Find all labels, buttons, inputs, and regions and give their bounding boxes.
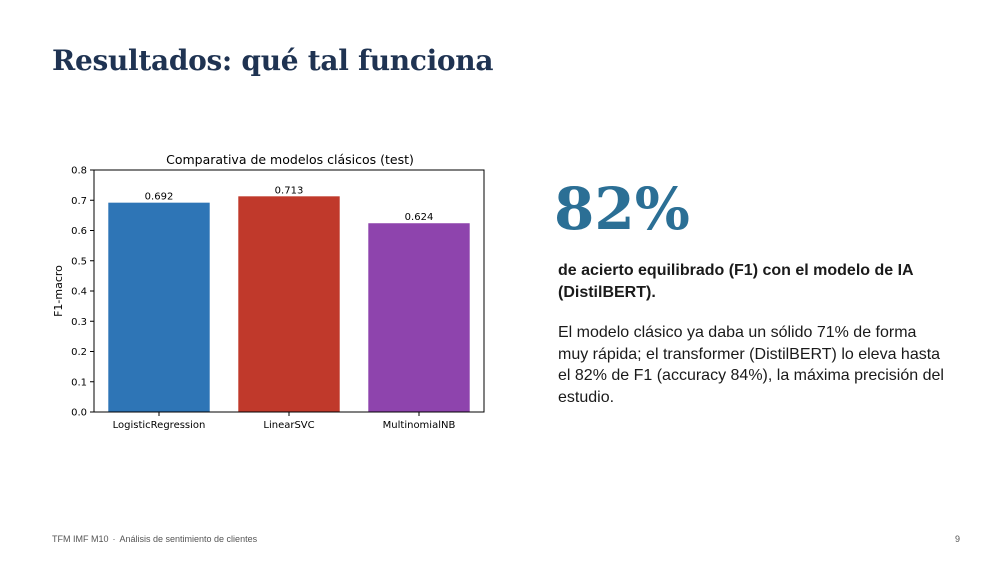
body-paragraph: El modelo clásico ya daba un sólido 71% … (558, 324, 944, 406)
footer-text: TFM IMF M10 · Análisis de sentimiento de c… (52, 534, 257, 544)
y-tick-label: 0.7 (71, 196, 87, 207)
bar-value-label: 0.692 (145, 192, 174, 203)
bar-linearsvc (238, 196, 340, 412)
x-tick-label: LinearSVC (263, 420, 314, 431)
y-axis-label: F1-macro (52, 265, 65, 317)
chart-title: Comparativa de modelos clásicos (test) (166, 152, 414, 167)
x-tick-label: LogisticRegression (113, 420, 206, 431)
x-tick-label: MultinomialNB (383, 420, 456, 431)
y-tick-label: 0.1 (71, 377, 87, 388)
footer-separator: · (112, 534, 116, 544)
bar-value-label: 0.624 (405, 212, 434, 223)
bars (108, 196, 470, 412)
plot-frame (93, 169, 485, 413)
y-axis-ticks: 0.0 0.1 0.2 0.3 0.4 0.5 0.6 0.7 0.8 (71, 166, 94, 419)
y-tick-label: 0.6 (71, 226, 87, 237)
bar-chart: Comparativa de modelos clásicos (test) F… (48, 146, 498, 438)
bar-value-label: 0.713 (275, 185, 304, 196)
y-tick-label: 0.0 (71, 408, 87, 419)
footer-topic: Análisis de sentimiento de clientes (119, 534, 258, 544)
y-tick-label: 0.4 (71, 287, 87, 298)
page-number: 9 (954, 534, 960, 544)
y-tick-label: 0.3 (71, 317, 87, 328)
highlight-caption: de acierto equilibrado (F1) con el model… (558, 262, 914, 301)
highlight-value: 82% (554, 175, 690, 243)
y-tick-label: 0.2 (71, 347, 87, 358)
bar-value-labels: 0.692 0.713 0.624 (145, 185, 434, 223)
chart-svg: Comparativa de modelos clásicos (test) F… (52, 152, 485, 431)
y-tick-label: 0.5 (71, 256, 87, 267)
x-axis-ticks: LogisticRegression LinearSVC MultinomialNB (113, 412, 456, 431)
bar-logisticregression (108, 202, 210, 412)
slide-title: Resultados: qué tal funciona (52, 44, 494, 77)
footer-course: TFM IMF M10 (52, 534, 109, 544)
y-tick-label: 0.8 (71, 166, 87, 177)
bar-multinomialnb (368, 223, 470, 412)
